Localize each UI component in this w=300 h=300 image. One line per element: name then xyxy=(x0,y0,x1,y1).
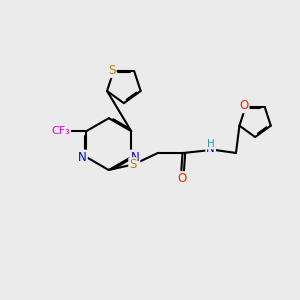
Text: H: H xyxy=(207,139,214,148)
Text: O: O xyxy=(178,172,187,185)
Text: N: N xyxy=(78,151,87,164)
Text: S: S xyxy=(108,64,116,77)
Text: N: N xyxy=(131,151,140,164)
Text: O: O xyxy=(239,99,249,112)
Text: CF₃: CF₃ xyxy=(51,126,70,136)
Text: N: N xyxy=(206,142,215,155)
Text: S: S xyxy=(129,158,137,171)
